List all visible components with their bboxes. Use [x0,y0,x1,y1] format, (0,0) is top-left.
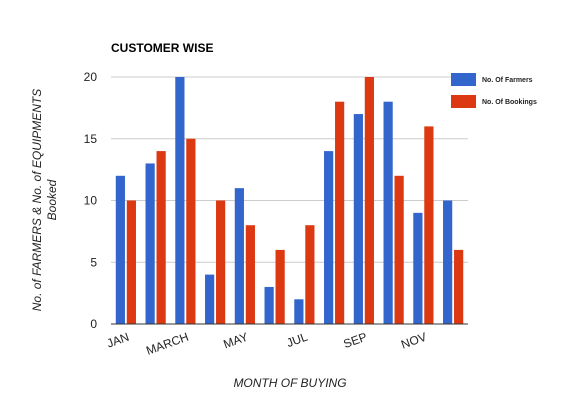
bar-farmers-aug [324,151,334,324]
bar-bookings-sep [364,77,374,324]
x-tick-label: MARCH [144,330,190,358]
gridlines [111,76,468,263]
bar-farmers-jan [115,175,125,324]
bar-farmers-may [234,188,244,324]
y-tick-label: 5 [90,255,97,269]
bar-bookings-dec [454,249,464,324]
legend-swatch-bookings [451,95,476,108]
bar-bookings-apr [216,200,226,324]
bar-bookings-may [245,225,255,324]
bar-bookings-jan [126,200,136,324]
bar-farmers-jun [264,286,274,324]
bar-bookings-feb [156,151,166,324]
bar-farmers-apr [205,274,215,324]
bar-farmers-march [175,77,185,324]
bar-bookings-aug [335,101,345,324]
x-tick-label: NOV [399,330,428,352]
y-axis-label: No. of FARMERS & No. of EQUIPMENTS Booke… [30,89,59,312]
bar-farmers-feb [145,163,155,324]
chart-title: CUSTOMER WISE [111,41,213,55]
bar-farmers-dec [443,200,453,324]
x-axis-label: MONTH OF BUYING [233,376,346,390]
bar-bookings-jun [275,249,285,324]
legend-label-bookings: No. Of Bookings [482,99,537,106]
bar-bookings-nov [424,126,434,325]
bar-farmers-jul [294,299,304,324]
bar-farmers-nov [413,212,423,324]
bar-bookings-march [186,138,196,324]
bar-bookings-jul [305,225,315,324]
y-axis-label-line-2: Booked [45,179,59,220]
x-tick-label: JAN [105,330,131,351]
bar-farmers-sep [353,114,363,324]
y-tick-label: 20 [84,70,98,84]
legend-label-farmers: No. Of Farmers [482,77,533,84]
x-tick-label: MAY [222,330,250,352]
x-axis-ticks: JAN MARCH MAY JUL SEP NOV [105,330,429,358]
legend-swatch-farmers [451,73,476,86]
bar-bookings-oct [394,175,404,324]
bar-farmers-oct [383,101,393,324]
y-axis-label-line-1: No. of FARMERS & No. of EQUIPMENTS [30,89,44,312]
legend: No. Of Farmers No. Of Bookings [451,73,537,108]
x-tick-label: JUL [285,330,310,351]
bars [115,77,464,325]
y-axis-ticks: 0 5 10 15 20 [84,70,98,331]
y-tick-label: 0 [90,317,97,331]
x-tick-label: SEP [342,330,369,351]
y-tick-label: 10 [84,194,98,208]
y-tick-label: 15 [84,132,98,146]
